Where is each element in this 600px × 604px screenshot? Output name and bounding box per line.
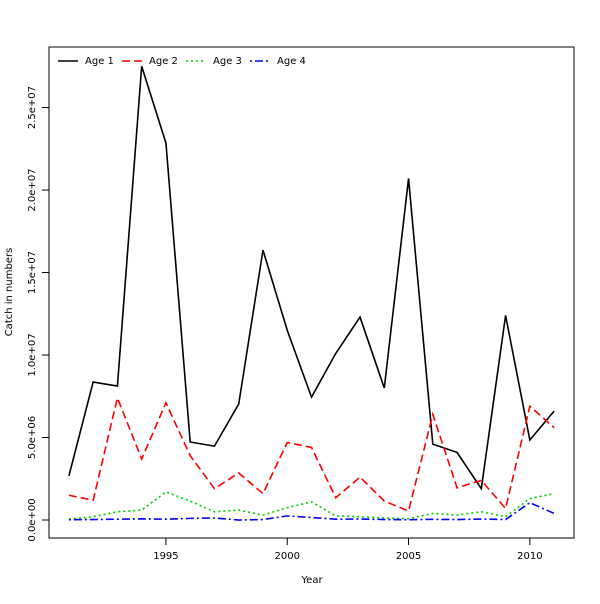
x-tick-label: 2000 xyxy=(275,551,300,562)
y-tick-label: 0.0e+00 xyxy=(27,498,38,541)
x-tick-label: 2005 xyxy=(396,551,421,562)
plot-frame xyxy=(48,46,575,539)
x-tick-label: 2010 xyxy=(517,551,542,562)
y-tick-label: 1.0e+07 xyxy=(27,333,38,376)
legend-label: Age 1 xyxy=(85,56,114,67)
legend-label: Age 4 xyxy=(277,56,306,67)
y-tick-label: 2.0e+07 xyxy=(27,168,38,211)
series-line xyxy=(68,501,555,521)
x-tick-label: 1995 xyxy=(153,551,178,562)
y-tick-label: 2.5e+07 xyxy=(27,86,38,129)
y-tick-label: 5.0e+06 xyxy=(27,416,38,459)
x-axis-label: Year xyxy=(300,575,323,586)
y-tick-label: 1.5e+07 xyxy=(27,251,38,294)
series-line xyxy=(68,66,555,491)
series-line xyxy=(68,491,555,520)
legend-label: Age 3 xyxy=(213,56,242,67)
y-axis-label: Catch in numbers xyxy=(4,248,15,337)
legend-label: Age 2 xyxy=(149,56,178,67)
series-line xyxy=(68,395,555,513)
